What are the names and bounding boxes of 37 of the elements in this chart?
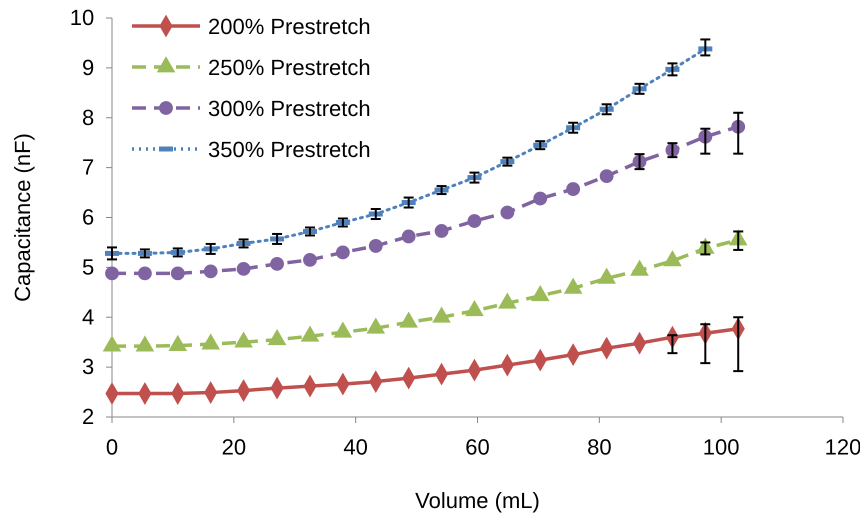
point — [105, 266, 119, 280]
point — [236, 262, 250, 276]
legend-label: 300% Prestretch — [208, 96, 371, 121]
legend-label: 200% Prestretch — [208, 14, 371, 39]
point — [204, 264, 218, 278]
point — [170, 266, 185, 280]
y-tick-label: 10 — [70, 5, 94, 30]
legend-label: 350% Prestretch — [208, 137, 371, 162]
point — [402, 230, 416, 244]
legend-label: 250% Prestretch — [208, 55, 371, 80]
point — [368, 239, 383, 253]
point — [600, 169, 614, 183]
x-tick-label: 20 — [222, 434, 246, 460]
x-tick-label: 100 — [702, 434, 740, 460]
point — [336, 246, 350, 260]
y-tick-label: 6 — [82, 204, 94, 230]
point — [270, 256, 284, 271]
point — [533, 192, 548, 206]
y-tick-label: 3 — [82, 354, 94, 380]
y-tick-label: 7 — [82, 154, 94, 180]
point — [434, 224, 448, 238]
y-tick-label: 4 — [82, 304, 94, 330]
y-axis-title: Capacitance (nF) — [10, 133, 35, 302]
y-tick-label: 2 — [82, 404, 94, 430]
x-tick-label: 60 — [465, 434, 490, 460]
point — [500, 206, 514, 220]
x-tick-label: 0 — [106, 434, 118, 460]
x-tick-label: 80 — [587, 434, 612, 460]
y-tick-label: 5 — [82, 254, 94, 280]
y-tick-label: 8 — [82, 104, 94, 130]
point — [566, 182, 580, 196]
y-tick-label: 9 — [82, 54, 94, 80]
point — [468, 214, 482, 228]
x-axis-title: Volume (mL) — [415, 488, 540, 513]
point — [303, 252, 317, 267]
point — [138, 266, 152, 280]
x-tick-label: 40 — [343, 434, 368, 460]
